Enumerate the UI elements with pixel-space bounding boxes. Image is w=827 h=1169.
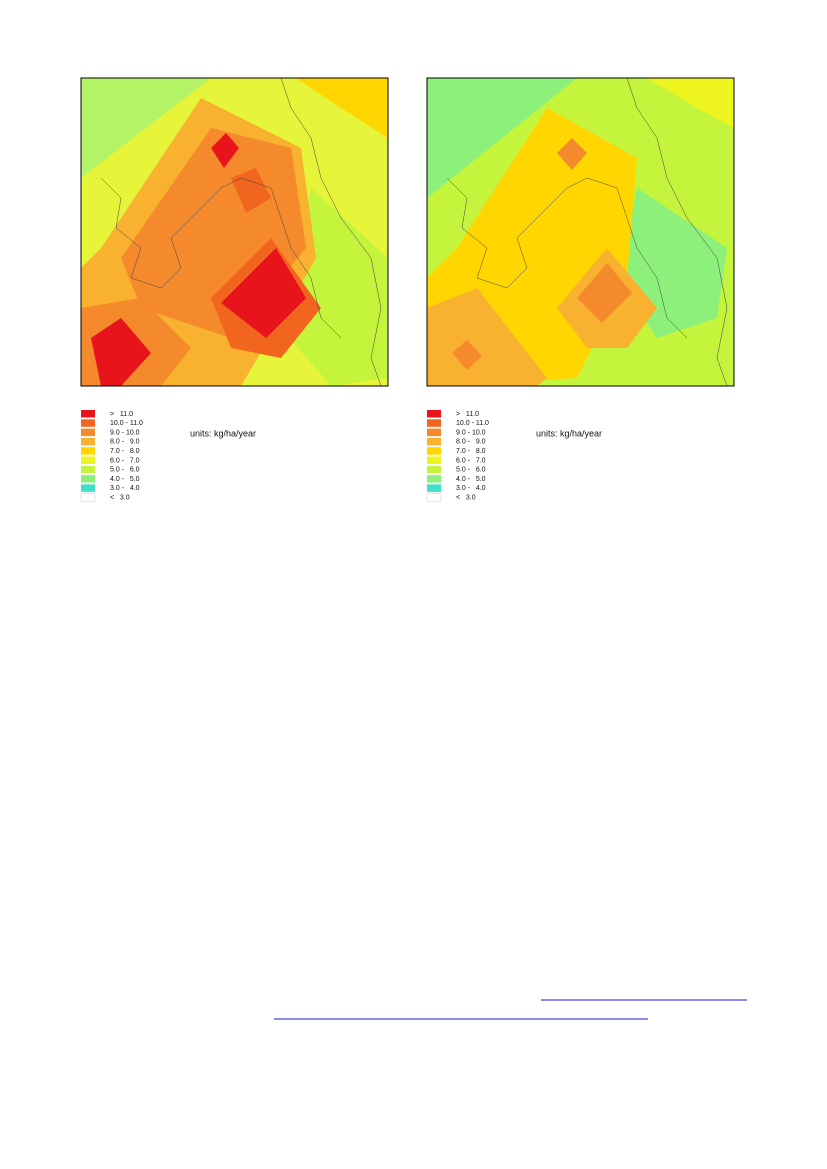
legend-label: 9.0 - 10.0: [456, 429, 486, 436]
legend-swatch: [427, 428, 441, 437]
legend-swatch: [81, 456, 95, 464]
legend-swatch: [80, 493, 96, 502]
legend-label: 8.0 - 9.0: [110, 439, 140, 446]
legend-swatch: [81, 428, 95, 437]
units-label: units: kg/ha/year: [190, 428, 256, 438]
legend-swatch: [81, 465, 95, 474]
legend-label: 8.0 - 9.0: [456, 439, 486, 446]
legend-swatch: [427, 419, 441, 427]
legend-label: 9.0 - 10.0: [110, 429, 140, 436]
legend-swatch: [81, 419, 95, 427]
units-label: units: kg/ha/year: [536, 428, 602, 438]
legend-label: > 11.0: [456, 411, 479, 418]
legend-swatch: [427, 437, 441, 446]
legend-swatch: [427, 475, 441, 483]
legend-label: > 11.0: [110, 411, 133, 418]
legend-label: 6.0 - 7.0: [110, 457, 140, 464]
legend-label: 7.0 - 8.0: [456, 448, 486, 455]
legend-swatch: [81, 410, 95, 418]
legend-swatch: [81, 437, 95, 446]
legend-swatch: [427, 410, 441, 418]
legend-label: 3.0 - 4.0: [110, 485, 140, 492]
legend-label: 4.0 - 5.0: [110, 476, 140, 483]
map-left: [80, 77, 389, 387]
legend-label: 10.0 - 11.0: [456, 420, 489, 427]
legend-label: < 3.0: [456, 495, 476, 502]
legend-label: 4.0 - 5.0: [456, 476, 486, 483]
legend-swatch: [427, 484, 441, 492]
legend-label: 7.0 - 8.0: [110, 448, 140, 455]
legend-label: < 3.0: [110, 495, 130, 502]
map-right: [426, 77, 735, 387]
legend-label: 5.0 - 6.0: [456, 467, 486, 474]
legend-swatch: [81, 447, 95, 455]
legend-label: 3.0 - 4.0: [456, 485, 486, 492]
legend-swatch: [426, 493, 442, 502]
legend-swatch: [81, 475, 95, 483]
legend-swatch: [427, 447, 441, 455]
legend-swatch: [427, 465, 441, 474]
legends: > 11.0 10.0 - 11.0 9.0 - 10.0 8.0 - 9.0 7.0 …: [80, 410, 602, 502]
legend-swatch: [427, 456, 441, 464]
legend-swatch: [81, 484, 95, 492]
legend-label: 6.0 - 7.0: [456, 457, 486, 464]
legend-label: 5.0 - 6.0: [110, 467, 140, 474]
legend-label: 10.0 - 11.0: [110, 420, 143, 427]
